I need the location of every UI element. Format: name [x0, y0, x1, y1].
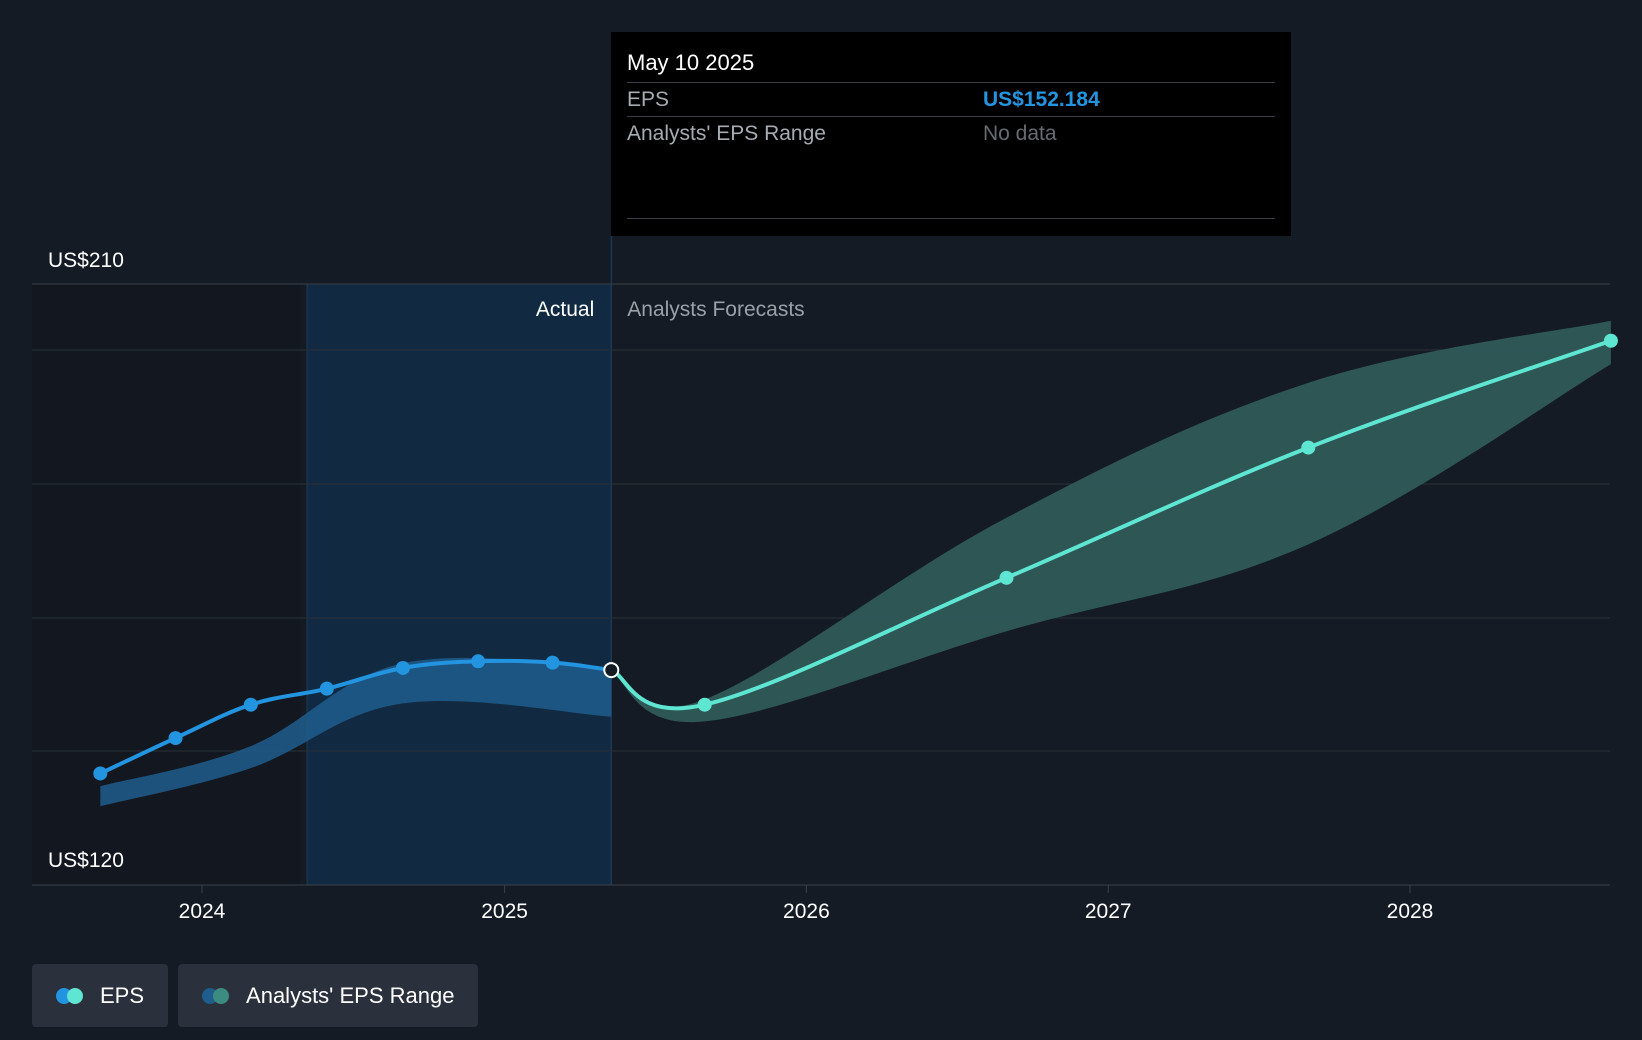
eps-range-legend-icon: [202, 987, 234, 1004]
legend-item-eps[interactable]: EPS: [32, 964, 169, 1027]
legend-dot-forecast: [213, 987, 230, 1004]
legend-item-eps-range[interactable]: Analysts' EPS Range: [178, 964, 479, 1027]
y-axis-label-max: US$210: [48, 249, 124, 272]
x-axis-tick-label: 2027: [1085, 900, 1132, 923]
tooltip-divider: [627, 218, 1275, 219]
tooltip-divider: [627, 116, 1275, 117]
actual-eps-point: [319, 681, 334, 696]
actual-eps-range-band: [100, 657, 612, 807]
tooltip-range-value: No data: [983, 122, 1057, 145]
past-region: [32, 284, 300, 885]
tooltip-date: May 10 2025: [627, 50, 755, 75]
y-axis-label-min: US$120: [48, 849, 124, 872]
actual-eps-point: [93, 766, 108, 781]
hover-tooltip: May 10 2025 EPS US$152.184 Analysts' EPS…: [611, 32, 1291, 236]
tooltip-eps-value: US$152.184: [983, 88, 1100, 111]
forecast-section-label: Analysts Forecasts: [627, 298, 804, 321]
forecast-eps-point: [697, 697, 712, 712]
legend-label-eps-range: Analysts' EPS Range: [246, 982, 455, 1008]
tooltip-divider: [627, 82, 1275, 83]
highlighted-eps-point: [603, 662, 620, 679]
actual-eps-point: [395, 660, 410, 675]
actual-eps-point: [243, 697, 258, 712]
x-axis-tick-label: 2026: [783, 900, 830, 923]
x-axis-tick-label: 2028: [1387, 900, 1434, 923]
forecast-eps-point: [999, 570, 1014, 585]
forecast-eps-range-band: [611, 320, 1611, 723]
tooltip-eps-label: EPS: [627, 88, 670, 111]
actual-period-region: [307, 284, 612, 885]
legend-label-eps: EPS: [100, 982, 145, 1008]
x-axis-tick-label: 2025: [481, 900, 528, 923]
forecast-eps-point: [1603, 333, 1618, 348]
actual-eps-point: [168, 731, 183, 746]
tooltip-range-label: Analysts' EPS Range: [627, 122, 826, 145]
actual-section-label: Actual: [536, 298, 594, 321]
chart-legend: EPS Analysts' EPS Range: [32, 964, 479, 1027]
forecast-eps-point: [1301, 440, 1316, 455]
x-axis-tick-label: 2024: [179, 900, 226, 923]
legend-dot-forecast: [67, 987, 83, 1004]
actual-eps-point: [545, 655, 560, 670]
actual-eps-point: [471, 654, 486, 669]
eps-legend-icon: [56, 987, 88, 1004]
